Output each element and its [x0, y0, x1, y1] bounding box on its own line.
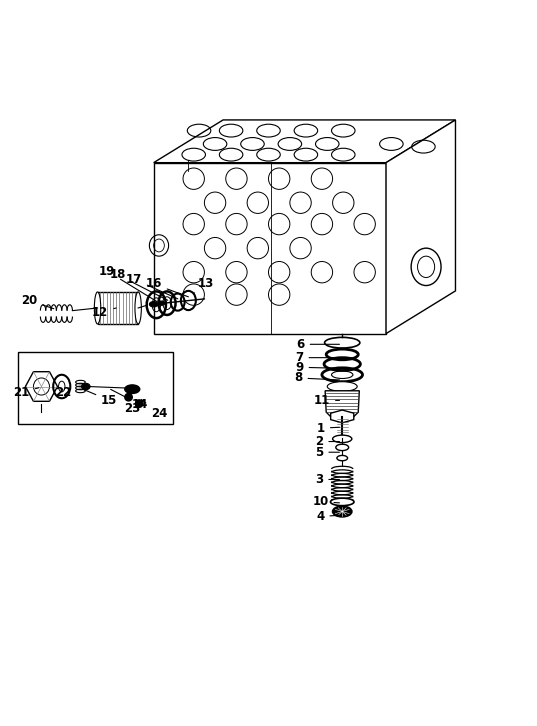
Text: 14: 14: [111, 389, 148, 411]
Text: 20: 20: [21, 294, 54, 309]
Text: 13: 13: [194, 277, 214, 293]
Ellipse shape: [332, 506, 352, 517]
Text: 21: 21: [13, 386, 39, 399]
Ellipse shape: [327, 382, 357, 391]
Text: 15: 15: [83, 389, 118, 407]
Polygon shape: [331, 410, 354, 423]
Polygon shape: [154, 120, 455, 163]
Text: 10: 10: [312, 495, 339, 508]
Text: 23: 23: [124, 395, 140, 415]
Polygon shape: [25, 372, 57, 401]
Text: 22: 22: [55, 386, 71, 399]
Polygon shape: [154, 163, 386, 334]
Text: 2: 2: [315, 435, 339, 448]
Ellipse shape: [95, 292, 101, 324]
Ellipse shape: [125, 393, 132, 401]
Ellipse shape: [337, 455, 347, 461]
Ellipse shape: [135, 292, 141, 324]
Ellipse shape: [158, 301, 165, 306]
Text: 8: 8: [294, 372, 339, 385]
Ellipse shape: [82, 383, 90, 390]
Ellipse shape: [332, 435, 352, 443]
Text: 12: 12: [92, 306, 116, 319]
Ellipse shape: [336, 444, 349, 451]
Text: 3: 3: [315, 473, 339, 486]
Polygon shape: [325, 391, 359, 417]
Ellipse shape: [330, 498, 354, 505]
Ellipse shape: [135, 400, 143, 407]
Text: 7: 7: [295, 351, 339, 364]
Text: 19: 19: [99, 264, 157, 302]
Bar: [98, 292, 138, 324]
Text: 4: 4: [316, 510, 339, 523]
Text: 18: 18: [110, 269, 168, 301]
Ellipse shape: [149, 301, 158, 307]
Text: 24: 24: [141, 399, 167, 420]
Text: 5: 5: [315, 446, 339, 459]
Bar: [18, 352, 173, 425]
Text: 17: 17: [126, 273, 178, 299]
Text: 9: 9: [295, 361, 339, 374]
Polygon shape: [386, 120, 455, 334]
Ellipse shape: [125, 385, 140, 393]
Text: 16: 16: [146, 277, 188, 297]
Text: 11: 11: [314, 394, 339, 407]
Text: 1: 1: [317, 422, 339, 435]
Text: 6: 6: [296, 338, 339, 351]
